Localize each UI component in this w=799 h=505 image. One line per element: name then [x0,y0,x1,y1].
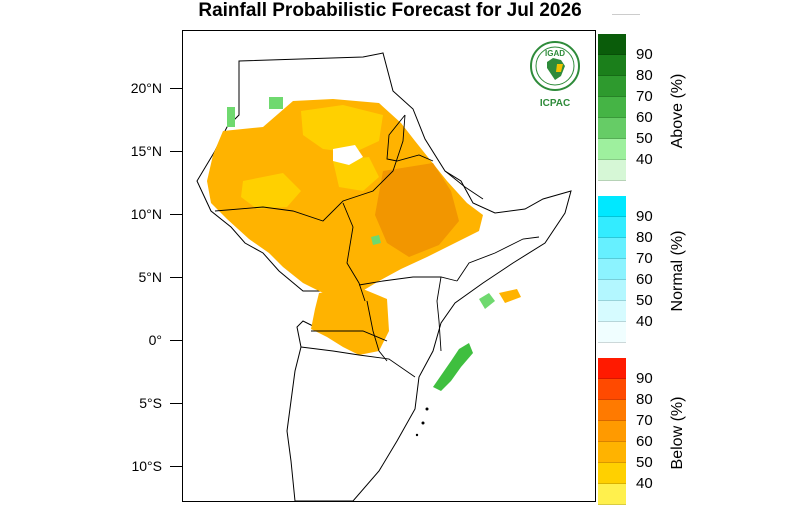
colorbar-above [598,34,626,181]
map-title: Rainfall Probabilistic Forecast for Jul … [198,0,582,21]
normal-swatch-50 [598,280,626,301]
icpac-logo: IGAD ICPAC [520,38,590,110]
lat-label-10n: 10°N [130,206,162,222]
above-swatch-60 [598,97,626,118]
below-label-90: 90 [636,370,653,387]
below-40-patch-1 [301,105,383,153]
above-swatch-40 [598,139,626,160]
no-signal-patch [333,145,363,165]
normal-swatch-60 [598,259,626,280]
below-coastal-patch [499,289,521,303]
below-swatch-90 [598,358,626,379]
below-60-patch [375,163,459,257]
lat-tick-10s [170,466,182,467]
above-swatch-base [598,160,626,181]
lat-tick-20n [170,88,182,89]
normal-label-70: 70 [636,250,653,267]
island-3 [415,433,419,437]
below-swatch-60 [598,421,626,442]
above-patch-3 [433,343,473,391]
normal-label-40: 40 [636,313,653,330]
above-swatch-70 [598,76,626,97]
normal-swatch-90 [598,196,626,217]
lat-label-10s: 10°S [131,458,162,474]
lat-tick-5s [170,403,182,404]
above-label-90: 90 [636,46,653,63]
island-2 [421,421,425,425]
lat-label-15n: 15°N [130,143,162,159]
below-label-80: 80 [636,391,653,408]
title-divider [612,14,640,15]
above-patch-2 [269,97,283,109]
below-label-70: 70 [636,412,653,429]
island-1 [425,407,429,411]
above-label-60: 60 [636,109,653,126]
normal-label-50: 50 [636,292,653,309]
below-swatch-70 [598,400,626,421]
normal-label-60: 60 [636,271,653,288]
above-label-70: 70 [636,88,653,105]
above-swatch-90 [598,34,626,55]
icpac-logo-graphic: IGAD ICPAC [530,41,580,109]
above-colorbar-title: Above (%) [669,73,686,149]
below-40-patch-3 [333,157,379,191]
below-swatch-50 [598,442,626,463]
lat-tick-10n [170,214,182,215]
normal-swatch-80 [598,217,626,238]
above-label-80: 80 [636,67,653,84]
map-svg [196,52,572,501]
normal-label-90: 90 [636,208,653,225]
lat-label-5s: 5°S [139,395,162,411]
normal-swatch-base [598,322,626,343]
below-swatch-base [598,484,626,505]
below-40-patch-2 [241,173,301,209]
below-colorbar-title: Below (%) [669,396,686,470]
lat-tick-5n [170,277,182,278]
above-patch-4 [479,293,495,309]
normal-label-80: 80 [636,229,653,246]
lat-label-0: 0° [148,332,162,348]
normal-swatch-70 [598,238,626,259]
colorbar-below [598,358,626,505]
lat-tick-0 [170,340,182,341]
above-label-40: 40 [636,151,653,168]
logo-icpac-text: ICPAC [540,98,570,109]
normal-colorbar-title: Normal (%) [669,230,686,312]
lat-tick-15n [170,151,182,152]
below-label-50: 50 [636,454,653,471]
above-swatch-50 [598,118,626,139]
above-patch-1 [227,107,235,127]
country-borders [214,61,540,378]
normal-swatch-40 [598,301,626,322]
below-swatch-80 [598,379,626,400]
colorbar-normal [598,196,626,343]
lat-label-5n: 5°N [138,269,163,285]
below-label-40: 40 [636,475,653,492]
above-label-50: 50 [636,130,653,147]
below-label-60: 60 [636,433,653,450]
forecast-map [182,30,596,502]
above-patch-5 [371,235,381,245]
logo-igad-text: IGAD [545,49,565,58]
lat-label-20n: 20°N [130,80,162,96]
below-swatch-40 [598,463,626,484]
below-50-south [311,289,389,355]
above-swatch-80 [598,55,626,76]
